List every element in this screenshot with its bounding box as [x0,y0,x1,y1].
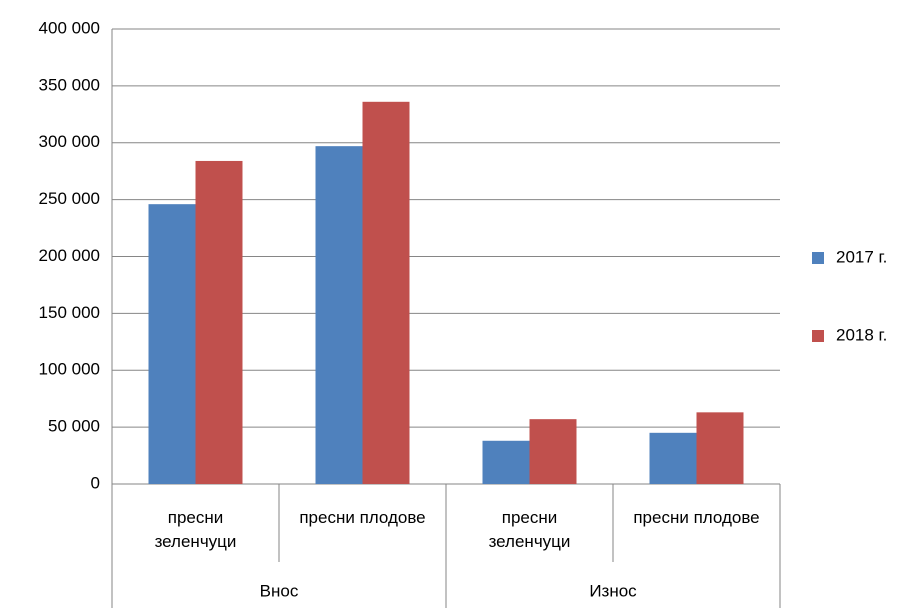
x-tick-label: пресни плодове [299,508,426,527]
legend-label: 2018 г. [836,325,887,344]
legend-swatch [812,330,824,342]
bar [195,160,243,484]
bar [362,101,410,485]
y-tick-label: 50 000 [48,417,100,436]
bar [482,440,530,484]
group-label: Внос [260,581,299,600]
y-tick-label: 300 000 [39,132,100,151]
y-tick-label: 150 000 [39,303,100,322]
y-tick-label: 350 000 [39,75,100,94]
x-tick-label: пресни зеленчуци [154,508,237,551]
bar [649,432,697,484]
group-label: Износ [589,581,637,600]
y-tick-label: 100 000 [39,360,100,379]
legend-swatch [812,252,824,264]
y-tick-label: 250 000 [39,189,100,208]
y-tick-label: 200 000 [39,246,100,265]
legend-label: 2017 г. [836,247,887,266]
x-tick-label: пресни зеленчуци [488,508,571,551]
bar [315,146,363,484]
x-tick-label: пресни плодове [633,508,760,527]
bar [696,412,744,484]
y-tick-label: 400 000 [39,18,100,37]
y-tick-label: 0 [91,473,100,492]
bar [529,419,577,484]
bar [148,204,196,485]
